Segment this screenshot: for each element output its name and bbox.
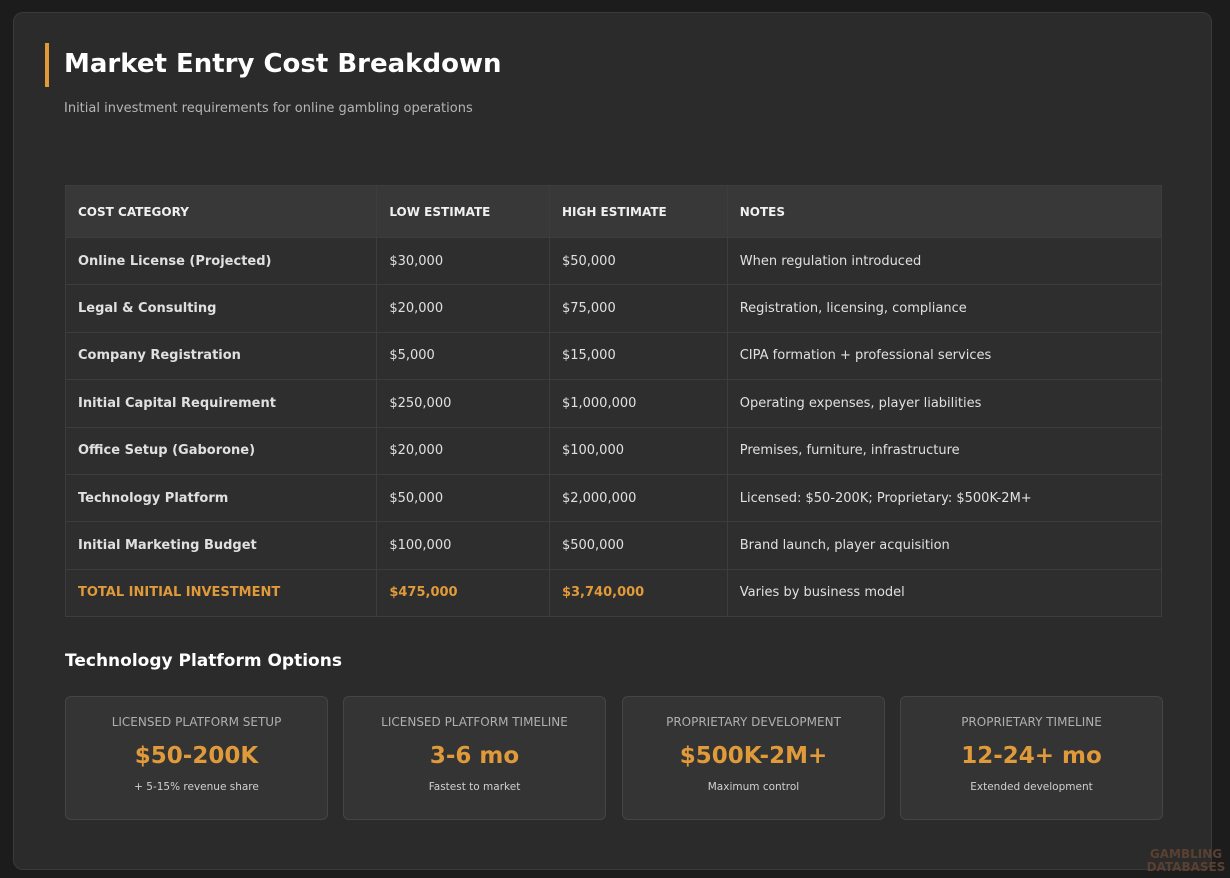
table-cell: $50,000 — [548, 236, 728, 286]
header-row: COST CATEGORY LOW ESTIMATE HIGH ESTIMATE NO… — [64, 185, 1163, 238]
card-label: LICENSED PLATFORM SETUP — [111, 715, 282, 729]
table-cell: $1,000,000 — [548, 379, 728, 428]
table-cell: Operating expenses, player liabilities — [726, 379, 1163, 428]
card-value: $50-200K — [134, 743, 259, 769]
table-cell: Company Registration — [64, 331, 378, 381]
table-cell: Legal & Consulting — [64, 284, 378, 333]
stat-card: LICENSED PLATFORM SETUP $50-200K + 5-15% r… — [65, 696, 328, 820]
table-cell: Initial Capital Requirement — [64, 379, 378, 428]
table-cell: Licensed: $50-200K; Proprietary: $500K-2… — [726, 473, 1163, 523]
stat-card: LICENSED PLATFORM TIMELINE 3-6 mo Fastest … — [343, 696, 606, 820]
table-cell: $3,740,000 — [548, 568, 728, 618]
card-value: 12-24+ mo — [961, 743, 1102, 769]
accent-bar — [45, 43, 49, 87]
table-cell: $2,000,000 — [548, 473, 728, 523]
table-row: Online License (Projected) $30,000 $50,000… — [64, 236, 1163, 286]
table-cell: $20,000 — [376, 284, 550, 333]
card-label: PROPRIETARY DEVELOPMENT — [666, 715, 841, 729]
panel: Market Entry Cost Breakdown Initial inve… — [13, 12, 1212, 870]
table-cell: Premises, furniture, infrastructure — [726, 426, 1163, 475]
stat-card: PROPRIETARY DEVELOPMENT $500K-2M+ Maximum … — [622, 696, 885, 820]
card-label: LICENSED PLATFORM TIMELINE — [381, 715, 568, 729]
card-value: $500K-2M+ — [679, 743, 828, 769]
watermark: GAMBLING DATABASES — [1146, 847, 1226, 874]
table-cell: Brand launch, player acquisition — [726, 521, 1163, 570]
table-cell: Technology Platform — [64, 473, 378, 523]
table-cell: $100,000 — [548, 426, 728, 475]
table-cell: $475,000 — [376, 568, 550, 618]
table-cell: Online License (Projected) — [64, 236, 378, 286]
card-note: Maximum control — [707, 781, 800, 793]
table-body: Online License (Projected) $30,000 $50,000… — [64, 236, 1163, 618]
table-cell: $50,000 — [376, 473, 550, 523]
section-title: Technology Platform Options — [65, 651, 342, 671]
table-cell: $20,000 — [376, 426, 550, 475]
header-cell: COST CATEGORY — [64, 185, 378, 238]
card-note: Extended development — [970, 781, 1093, 793]
table-cell: CIPA formation + professional services — [726, 331, 1163, 381]
table-cell: $75,000 — [548, 284, 728, 333]
table-cell: Initial Marketing Budget — [64, 521, 378, 570]
header-cell: LOW ESTIMATE — [376, 185, 550, 238]
table-head: COST CATEGORY LOW ESTIMATE HIGH ESTIMATE NO… — [64, 185, 1163, 238]
stat-card: PROPRIETARY TIMELINE 12-24+ mo Extended de… — [900, 696, 1163, 820]
table-row: Legal & Consulting $20,000 $75,000 Registra… — [64, 284, 1163, 333]
table-cell: TOTAL INITIAL INVESTMENT — [64, 568, 378, 618]
table-row: Office Setup (Gaborone) $20,000 $100,000 Pr… — [64, 426, 1163, 475]
cost-table: COST CATEGORY LOW ESTIMATE HIGH ESTIMATE NO… — [64, 185, 1163, 618]
table-cell: Varies by business model — [726, 568, 1163, 618]
table-cell: When regulation introduced — [726, 236, 1163, 286]
table-row: TOTAL INITIAL INVESTMENT $475,000 $3,740,0… — [64, 568, 1163, 618]
card-note: + 5-15% revenue share — [134, 781, 259, 793]
table-cell: $30,000 — [376, 236, 550, 286]
table-row: Initial Marketing Budget $100,000 $500,000… — [64, 521, 1163, 570]
table-row: Initial Capital Requirement $250,000 $1,00… — [64, 379, 1163, 428]
table-cell: Office Setup (Gaborone) — [64, 426, 378, 475]
card-note: Fastest to market — [428, 781, 521, 793]
table-cell: Registration, licensing, compliance — [726, 284, 1163, 333]
card-value: 3-6 mo — [429, 743, 520, 769]
table-row: Technology Platform $50,000 $2,000,000 Lice… — [64, 473, 1163, 523]
card-label: PROPRIETARY TIMELINE — [961, 715, 1102, 729]
header-cell: NOTES — [726, 185, 1163, 238]
table-cell: $100,000 — [376, 521, 550, 570]
header-cell: HIGH ESTIMATE — [548, 185, 728, 238]
subtitle: Initial investment requirements for onli… — [64, 101, 473, 116]
table-cell: $500,000 — [548, 521, 728, 570]
title: Market Entry Cost Breakdown — [64, 49, 502, 79]
table-row: Company Registration $5,000 $15,000 CIPA fo… — [64, 331, 1163, 381]
table-cell: $15,000 — [548, 331, 728, 381]
table-cell: $250,000 — [376, 379, 550, 428]
table-cell: $5,000 — [376, 331, 550, 381]
